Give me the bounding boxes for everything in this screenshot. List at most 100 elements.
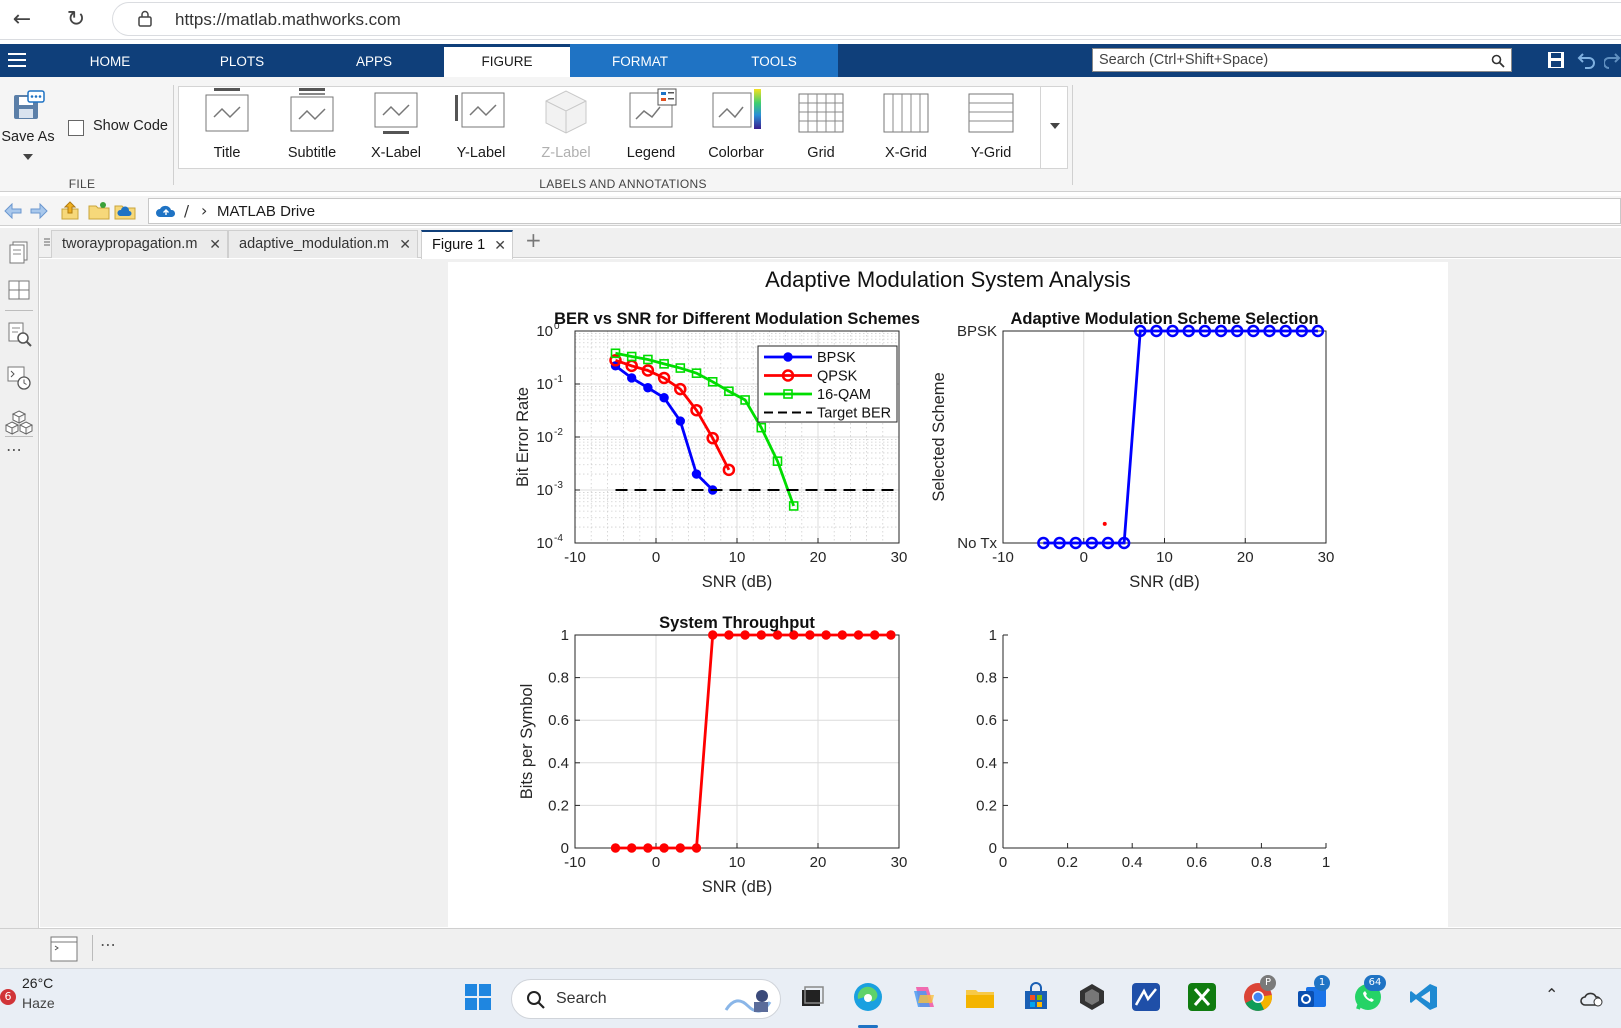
files-panel-icon[interactable]: [5, 238, 33, 266]
data-point: [772, 456, 783, 466]
browse-folder-icon[interactable]: [88, 200, 110, 220]
system-tray-chevron-icon[interactable]: ⌃: [1545, 985, 1559, 1004]
up-folder-icon[interactable]: [61, 201, 79, 220]
doc-tab-tworaypropagation[interactable]: tworaypropagation.m ✕: [51, 230, 228, 258]
z-label-button[interactable]: Z-Label: [526, 87, 606, 165]
z-label-icon: [545, 90, 587, 134]
empty-axes[interactable]: 0 0.2 0.4 0.6 0.8 1 1 0.8 0.6 0.4 0.2 0: [976, 627, 1330, 871]
copilot-icon[interactable]: [908, 981, 940, 1013]
data-point: [724, 386, 734, 397]
legend-button[interactable]: Legend: [611, 87, 691, 165]
onedrive-status-icon[interactable]: [1580, 987, 1604, 1009]
file-explorer-icon[interactable]: [964, 981, 996, 1013]
subtitle-button[interactable]: Subtitle: [272, 87, 352, 165]
x-tick-label: 0: [1080, 549, 1088, 566]
x-tick-label: 10: [1156, 549, 1173, 566]
tab-home[interactable]: HOME: [89, 54, 131, 69]
task-view-icon[interactable]: [796, 981, 828, 1013]
doc-tab-adaptive-modulation[interactable]: adaptive_modulation.m ✕: [228, 230, 418, 258]
search-highlight-icon: [724, 990, 772, 1013]
tab-list-icon[interactable]: [43, 232, 51, 252]
add-ons-icon[interactable]: [5, 408, 33, 436]
close-icon[interactable]: ✕: [209, 236, 221, 252]
toolstrip-tabs: HOME PLOTS APPS FIGURE FORMAT TOOLS Sear…: [0, 44, 1621, 77]
status-divider: [92, 935, 93, 961]
redo-icon[interactable]: [1604, 51, 1621, 69]
hamburger-menu-icon[interactable]: [8, 52, 26, 68]
command-window-icon[interactable]: [50, 935, 78, 963]
data-point: [837, 630, 847, 640]
data-point: [626, 351, 637, 362]
weather-temperature[interactable]: 26°C: [22, 975, 54, 991]
selection-axes[interactable]: -10 0 10 20 30 BPSK No Tx Adaptive Modulation S…: [930, 310, 1334, 591]
unity-app-icon[interactable]: [1076, 981, 1108, 1013]
weather-description[interactable]: Haze: [22, 995, 55, 1011]
show-code-checkbox[interactable]: [68, 120, 84, 136]
y-grid-button[interactable]: Y-Grid: [951, 87, 1031, 165]
data-point: [1295, 324, 1309, 338]
taskbar-search[interactable]: Search: [511, 979, 781, 1019]
command-history-icon[interactable]: [5, 364, 33, 392]
doc-tab-figure-1[interactable]: Figure 1 ✕: [421, 230, 513, 259]
tab-format[interactable]: FORMAT: [570, 44, 710, 77]
gallery-expand[interactable]: [1040, 86, 1068, 169]
x-label-button[interactable]: X-Label: [356, 87, 436, 165]
back-folder-icon[interactable]: [4, 203, 22, 219]
folder-path-field[interactable]: / › MATLAB Drive: [148, 198, 1621, 224]
data-point: [740, 630, 750, 640]
save-as-label[interactable]: Save As: [1, 129, 55, 145]
data-point: [659, 393, 669, 403]
tab-tools[interactable]: TOOLS: [710, 44, 838, 77]
outlook-icon[interactable]: [1296, 981, 1328, 1013]
group-divider: [173, 85, 174, 185]
grid-button[interactable]: Grid: [781, 87, 861, 165]
plot-title: BER vs SNR for Different Modulation Sche…: [554, 310, 920, 328]
doc-tab-label: adaptive_modulation.m: [239, 236, 389, 252]
save-icon[interactable]: [1546, 50, 1566, 70]
more-options-icon[interactable]: ⋯: [6, 440, 23, 459]
close-icon[interactable]: ✕: [494, 237, 506, 253]
y-tick-label: 0.8: [976, 670, 997, 687]
x-tick-label: 0: [652, 549, 660, 566]
windows-start-icon[interactable]: [462, 981, 494, 1013]
tab-apps[interactable]: APPS: [355, 54, 393, 69]
data-point: [1182, 324, 1195, 338]
xbox-icon[interactable]: [1186, 981, 1218, 1013]
data-point: [609, 354, 622, 367]
edge-browser-icon[interactable]: [852, 981, 884, 1013]
close-icon[interactable]: ✕: [399, 236, 411, 252]
search-input[interactable]: Search (Ctrl+Shift+Space): [1092, 48, 1512, 72]
x-tick-label: 0: [999, 854, 1007, 871]
matlab-icon[interactable]: [1130, 981, 1162, 1013]
colorbar-button[interactable]: Colorbar: [696, 87, 776, 165]
data-point: [756, 630, 766, 640]
x-grid-button[interactable]: X-Grid: [866, 87, 946, 165]
forward-folder-icon[interactable]: [30, 203, 48, 219]
save-as-icon[interactable]: [12, 89, 46, 123]
reload-icon[interactable]: ↻: [66, 7, 86, 32]
find-files-icon[interactable]: [5, 320, 33, 348]
title-button[interactable]: Title: [187, 87, 267, 165]
microsoft-store-icon[interactable]: [1020, 981, 1052, 1013]
address-bar[interactable]: https://matlab.mathworks.com: [112, 2, 1621, 36]
vscode-icon[interactable]: [1408, 981, 1440, 1013]
new-tab-plus-icon[interactable]: +: [525, 228, 542, 252]
lock-icon: [138, 10, 152, 27]
more-options-icon[interactable]: ⋯: [100, 935, 116, 954]
tab-plots[interactable]: PLOTS: [219, 54, 265, 69]
y-tick-label: 10: [536, 429, 553, 446]
cloud-folder-icon[interactable]: [114, 200, 136, 220]
y-label-button[interactable]: Y-Label: [441, 87, 521, 165]
chevron-down-icon[interactable]: [23, 154, 33, 160]
data-point: [691, 843, 702, 853]
tab-figure[interactable]: FIGURE: [444, 44, 570, 77]
series-line-2: [615, 351, 796, 507]
undo-icon[interactable]: [1577, 51, 1597, 69]
y-tick-label: 10: [536, 482, 553, 499]
back-arrow-icon[interactable]: ←: [12, 7, 32, 32]
workspace-panel-icon[interactable]: [5, 276, 33, 304]
y-tick-label: 10: [536, 535, 553, 552]
doc-tab-label: Figure 1: [432, 237, 486, 253]
